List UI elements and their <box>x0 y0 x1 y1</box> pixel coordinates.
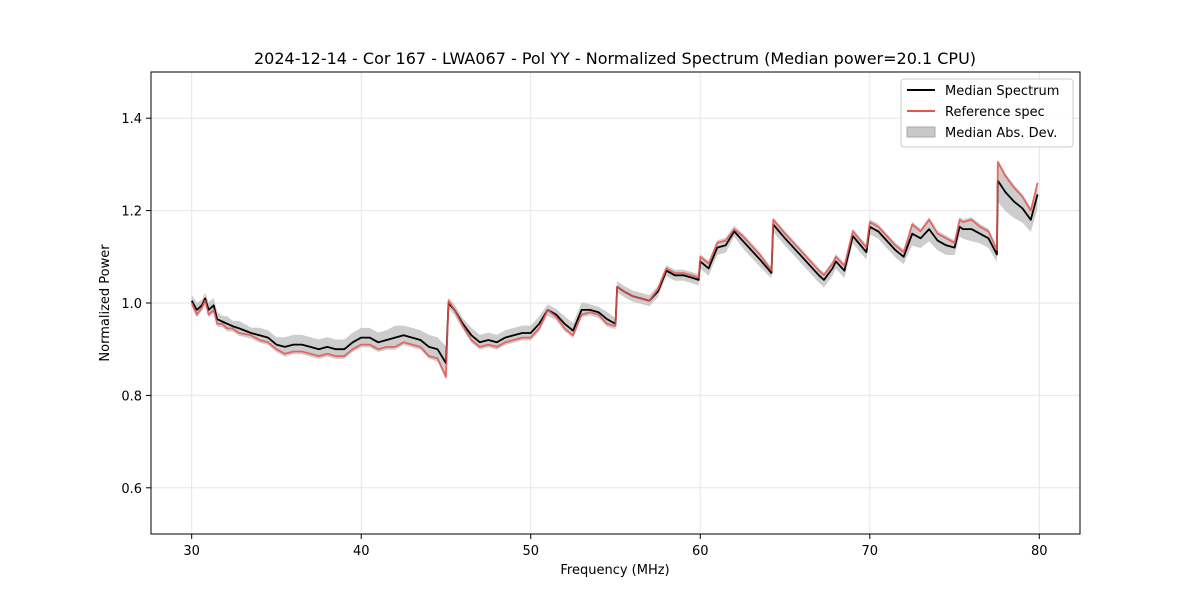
y-tick-label: 1.0 <box>121 297 142 312</box>
x-tick-label: 50 <box>522 544 539 559</box>
mad-band <box>191 159 1038 380</box>
x-tick-label: 60 <box>692 544 709 559</box>
median-spectrum-line <box>190 179 1039 365</box>
grid <box>151 72 1080 534</box>
legend-label-median: Median Spectrum <box>945 84 1059 99</box>
y-axis-label: Normalized Power <box>98 244 113 362</box>
legend-label-reference: Reference spec <box>945 105 1045 120</box>
legend-label-mad: Median Abs. Dev. <box>945 126 1057 141</box>
x-tick-label: 80 <box>1031 544 1048 559</box>
y-tick-label: 0.8 <box>121 389 142 404</box>
series-layer <box>190 161 1039 378</box>
x-tick-label: 40 <box>353 544 370 559</box>
y-axis: 0.6 0.8 1.0 1.2 1.4 <box>121 112 151 497</box>
x-tick-label: 70 <box>862 544 879 559</box>
y-tick-label: 0.6 <box>121 482 142 497</box>
x-tick-label: 30 <box>183 544 200 559</box>
legend-box <box>900 78 1074 148</box>
mad-band-area <box>191 159 1038 380</box>
x-axis-label: Frequency (MHz) <box>560 563 669 578</box>
chart-title: 2024-12-14 - Cor 167 - LWA067 - Pol YY -… <box>254 49 976 68</box>
y-tick-label: 1.4 <box>121 112 142 127</box>
legend: Median Spectrum Reference spec Median Ab… <box>900 78 1074 148</box>
reference-spec-line <box>190 161 1039 378</box>
x-axis: 30 40 50 60 70 80 <box>183 534 1048 559</box>
y-tick-label: 1.2 <box>121 205 142 220</box>
legend-swatch-mad <box>906 126 936 138</box>
